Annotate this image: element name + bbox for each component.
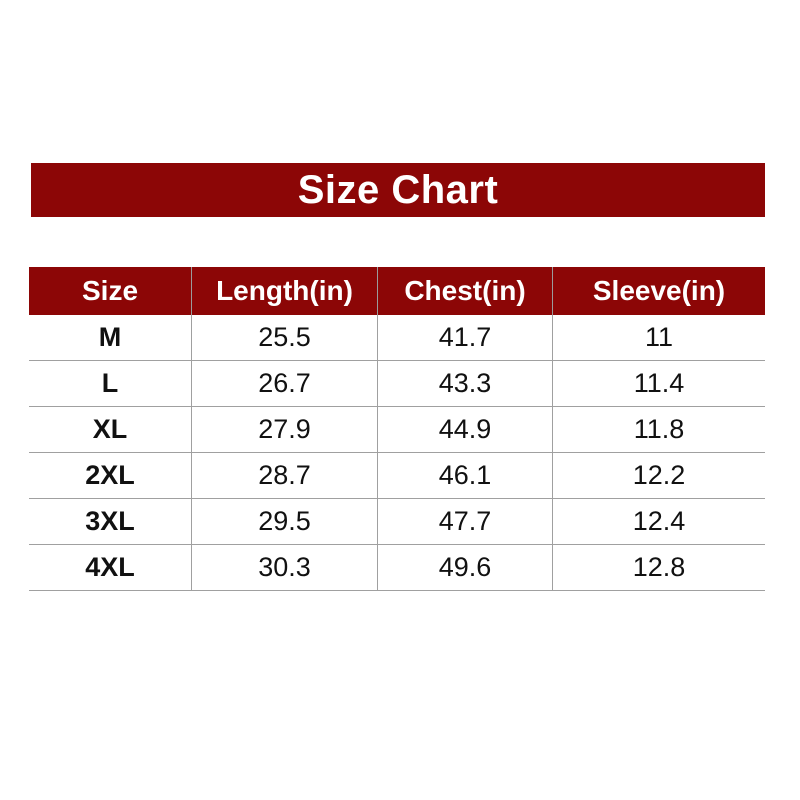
table-cell-chest: 49.6 <box>378 545 553 590</box>
table-row-4xl: 4XL 30.3 49.6 12.8 <box>29 545 765 591</box>
table-cell-chest: 41.7 <box>378 315 553 360</box>
table-row-l: L 26.7 43.3 11.4 <box>29 361 765 407</box>
table-header-row: Size Length(in) Chest(in) Sleeve(in) <box>29 267 765 315</box>
table-row-xl: XL 27.9 44.9 11.8 <box>29 407 765 453</box>
table-cell-length: 25.5 <box>192 315 378 360</box>
table-cell-size: 3XL <box>29 499 192 544</box>
table-cell-size: M <box>29 315 192 360</box>
table-cell-chest: 47.7 <box>378 499 553 544</box>
table-cell-sleeve: 12.2 <box>632 460 686 490</box>
table-cell-size: 4XL <box>29 545 192 590</box>
table-cell-sleeve: 12.4 <box>632 506 686 536</box>
table-cell-length: 28.7 <box>192 453 378 498</box>
table-cell-sleeve: 12.8 <box>632 552 686 582</box>
table-cell-chest: 44.9 <box>378 407 553 452</box>
table-row-3xl: 3XL 29.5 47.7 12.4 <box>29 499 765 545</box>
table-cell-size: XL <box>29 407 192 452</box>
table-row-m: M 25.5 41.7 11 <box>29 315 765 361</box>
size-table: Size Length(in) Chest(in) Sleeve(in) M 2… <box>29 267 765 591</box>
table-cell-size: L <box>29 361 192 406</box>
table-cell-sleeve: 11.8 <box>633 414 685 444</box>
header-cell-sleeve: Sleeve(in) <box>592 275 726 306</box>
table-cell-sleeve: 11.4 <box>633 368 685 398</box>
table-cell-length: 27.9 <box>192 407 378 452</box>
page-title: Size Chart <box>297 167 499 212</box>
table-row-2xl: 2XL 28.7 46.1 12.2 <box>29 453 765 499</box>
table-cell-length: 26.7 <box>192 361 378 406</box>
table-cell-length: 30.3 <box>192 545 378 590</box>
table-cell-sleeve: 11 <box>644 322 674 352</box>
header-cell-size: Size <box>29 267 192 315</box>
table-cell-chest: 43.3 <box>378 361 553 406</box>
size-chart-banner: Size Chart <box>31 163 765 217</box>
table-cell-chest: 46.1 <box>378 453 553 498</box>
header-cell-length: Length(in) <box>192 267 378 315</box>
header-cell-chest: Chest(in) <box>378 267 553 315</box>
table-cell-length: 29.5 <box>192 499 378 544</box>
table-cell-size: 2XL <box>29 453 192 498</box>
